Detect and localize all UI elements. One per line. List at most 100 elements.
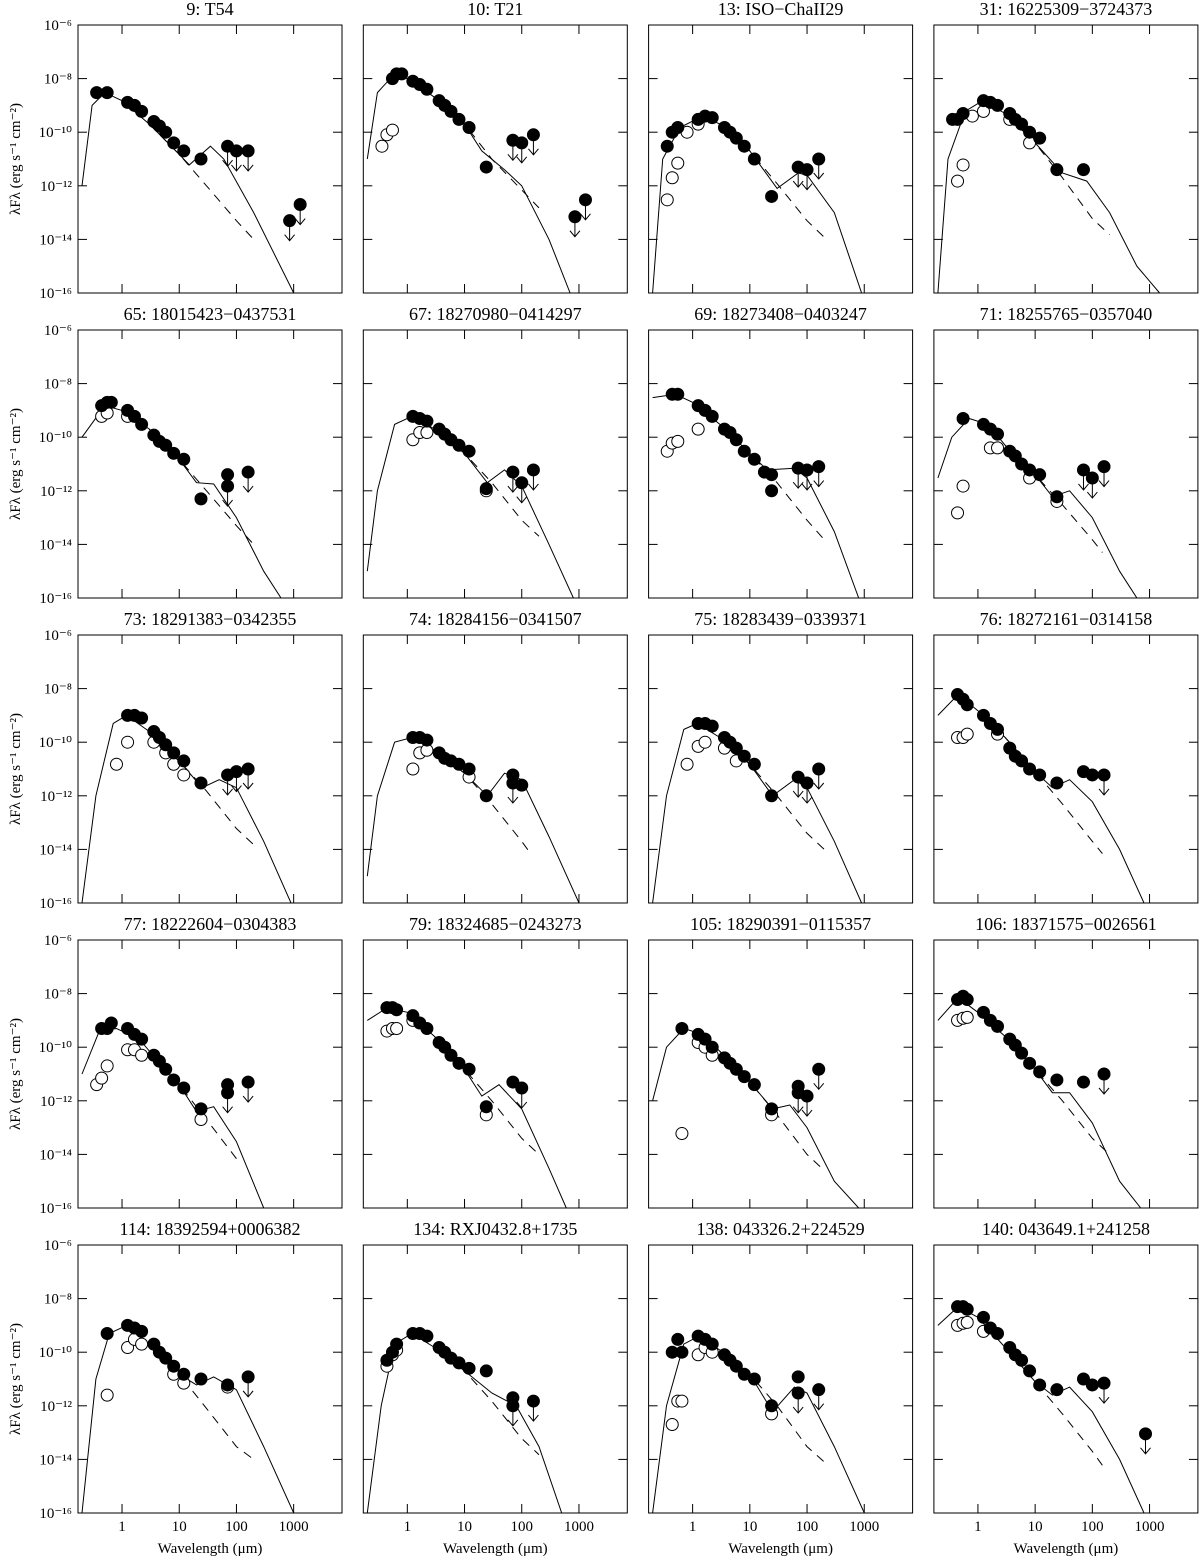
x-tick-label: 100	[796, 1519, 819, 1535]
limit-arrowhead	[1078, 483, 1089, 491]
open-point	[665, 1418, 679, 1432]
panel: 106: 18371575−0026561	[933, 914, 1199, 1209]
upper-limit	[229, 765, 243, 779]
filled-point	[135, 104, 149, 118]
plot-frame	[933, 1244, 1199, 1514]
x-axis-label: Wavelength (μm)	[443, 1541, 548, 1557]
filled-point	[1033, 768, 1047, 782]
plot-frame	[648, 939, 914, 1209]
filled-point	[479, 482, 493, 496]
filled-point	[479, 789, 493, 803]
photosphere-line	[1004, 113, 1110, 236]
panel-title: 75: 18283439−0339371	[694, 609, 867, 629]
limit-arrowhead	[516, 496, 528, 504]
filled-point	[221, 1378, 235, 1392]
x-tick-label: 1	[689, 1519, 697, 1535]
filled-point	[177, 144, 191, 158]
limit-arrowhead	[1098, 1087, 1110, 1095]
filled-point	[444, 104, 458, 118]
photosphere-line	[148, 123, 255, 240]
filled-point	[765, 789, 779, 803]
limit-arrowhead	[792, 790, 804, 798]
filled-point	[104, 1016, 118, 1030]
plot-frame	[933, 939, 1199, 1209]
open-point	[956, 158, 970, 172]
panel: 138: 043326.2+224529 1 10 100 1000 Wavelength…	[648, 1219, 914, 1557]
photosphere-line	[148, 1343, 254, 1460]
x-axis-label: Wavelength (μm)	[158, 1541, 263, 1557]
limit-arrowhead	[231, 164, 242, 172]
filled-point	[479, 1100, 493, 1114]
upper-limit	[800, 776, 814, 790]
filled-point	[1015, 1046, 1029, 1060]
filled-point	[177, 754, 191, 768]
filled-point	[194, 1372, 208, 1386]
panel: 71: 18255765−0357040	[933, 304, 1199, 599]
filled-point	[194, 1102, 208, 1116]
filled-point	[177, 1081, 191, 1095]
open-point	[665, 171, 679, 185]
panel: 114: 18392594+0006382 10⁻¹⁶ 10⁻¹⁴ 10⁻¹² 10⁻¹…	[8, 1219, 343, 1557]
open-point	[675, 1394, 689, 1408]
limit-arrowhead	[222, 788, 233, 796]
upper-limit	[283, 214, 297, 228]
y-tick-label: 10⁻¹⁴	[39, 1147, 72, 1163]
filled-point	[729, 741, 743, 755]
y-tick-label: 10⁻¹⁶	[39, 1201, 72, 1217]
filled-point	[159, 438, 173, 452]
filled-point	[420, 1021, 434, 1035]
plot-frame	[933, 634, 1199, 904]
limit-arrowhead	[1140, 1447, 1151, 1455]
panel-title: 105: 18290391−0115357	[690, 914, 871, 934]
upper-limit	[1097, 460, 1111, 474]
filled-point	[671, 387, 685, 401]
x-tick-label: 10	[172, 1519, 187, 1535]
filled-point	[194, 776, 208, 790]
upper-limit	[241, 1075, 255, 1089]
filled-point	[705, 1040, 719, 1054]
limit-arrowhead	[528, 483, 539, 491]
filled-point	[1076, 1075, 1090, 1089]
panel-title: 138: 043326.2+224529	[697, 1219, 865, 1239]
filled-point	[462, 1361, 476, 1375]
panel-title: 69: 18273408−0403247	[694, 304, 867, 324]
filled-point	[991, 1326, 1005, 1340]
upper-limit	[812, 762, 826, 776]
y-tick-label: 10⁻¹²	[40, 179, 72, 195]
filled-point	[135, 1032, 149, 1046]
panel-title: 79: 18324685−0243273	[409, 914, 582, 934]
filled-point	[452, 1056, 466, 1070]
y-axis-label: λFλ (erg s⁻¹ cm⁻²)	[8, 1018, 24, 1130]
filled-point	[135, 1324, 149, 1338]
photosphere-line	[434, 428, 540, 537]
filled-point	[1033, 468, 1047, 482]
model-line	[81, 714, 292, 903]
y-tick-label: 10⁻⁸	[44, 987, 72, 1003]
photosphere-line	[148, 428, 255, 545]
filled-point	[452, 438, 466, 452]
filled-point	[1050, 490, 1064, 504]
upper-limit	[568, 210, 582, 224]
y-tick-label: 10⁻¹⁴	[39, 1452, 72, 1468]
filled-point	[991, 98, 1005, 112]
filled-point	[167, 136, 181, 150]
upper-limit	[241, 1370, 255, 1384]
limit-arrowhead	[222, 159, 233, 167]
panel-title: 76: 18272161−0314158	[980, 609, 1153, 629]
model-line	[367, 1007, 567, 1208]
filled-point	[135, 711, 149, 725]
x-tick-label: 100	[1081, 1519, 1104, 1535]
limit-arrowhead	[516, 1101, 528, 1109]
upper-limit	[1097, 1376, 1111, 1390]
panel-title: 134: RXJ0432.8+1735	[413, 1219, 577, 1239]
panel: 134: RXJ0432.8+1735 1 10 100 1000 Wavelength …	[362, 1219, 628, 1557]
filled-point	[675, 1021, 689, 1035]
open-point	[95, 1071, 109, 1085]
filled-point	[991, 1019, 1005, 1033]
filled-point	[135, 417, 149, 431]
limit-arrowhead	[801, 483, 813, 491]
upper-limit	[812, 1383, 826, 1397]
y-axis-label: λFλ (erg s⁻¹ cm⁻²)	[8, 103, 24, 215]
plot-frame	[933, 329, 1199, 599]
plot-frame	[77, 634, 343, 904]
